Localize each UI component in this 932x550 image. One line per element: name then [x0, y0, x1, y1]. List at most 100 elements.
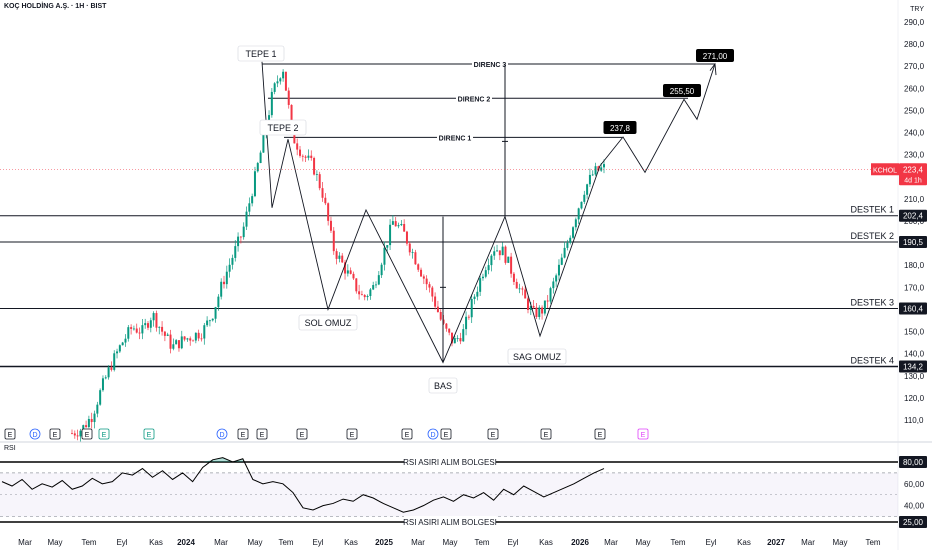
candle-body	[161, 326, 164, 332]
candle-body	[237, 236, 240, 247]
candle-body	[335, 251, 338, 259]
candle-body	[417, 264, 420, 270]
candle-body	[282, 71, 285, 79]
candle-body	[71, 433, 73, 435]
candle-body	[425, 278, 428, 285]
annotation-label: SOL OMUZ	[305, 318, 352, 328]
time-tick-label: May	[442, 538, 457, 547]
time-tick-label: Eyl	[116, 538, 127, 547]
candle-body	[555, 275, 558, 282]
rsi-band-value: 80,00	[903, 458, 924, 467]
candle-body	[169, 334, 172, 349]
candle-body	[490, 255, 493, 266]
earnings-marker	[143, 428, 155, 440]
candle-body	[504, 246, 507, 263]
candle-body	[155, 313, 158, 328]
head-shoulders-pattern	[261, 61, 601, 364]
candle-body	[192, 340, 195, 342]
candle-body	[431, 287, 434, 297]
target-tag	[603, 121, 637, 134]
rsi-tick-label: 40,00	[904, 502, 925, 511]
time-tick-label: Kas	[539, 538, 553, 547]
support-value-label: 190,5	[903, 238, 924, 247]
candle-body	[344, 262, 347, 274]
price-tick-label: 130,0	[904, 372, 925, 381]
candle-body	[107, 367, 110, 378]
price-tick-label: 210,0	[904, 195, 925, 204]
candle-body	[462, 329, 465, 342]
candle-body	[245, 211, 248, 227]
annotation-label: TEPE 2	[267, 123, 298, 133]
price-tick-label: 180,0	[904, 261, 925, 270]
annotation-label: SAG OMUZ	[513, 352, 562, 362]
earnings-marker	[487, 428, 499, 440]
candle-body	[248, 203, 251, 212]
support-value-tag	[899, 236, 927, 249]
candle-body	[422, 276, 425, 279]
candle-body	[327, 203, 330, 221]
candle-body	[527, 298, 529, 310]
candle-body	[341, 255, 344, 263]
projection-arrowhead	[709, 62, 717, 76]
support-value-label: 202,4	[903, 212, 924, 221]
candle-body	[380, 264, 383, 276]
candle-body	[228, 264, 231, 272]
time-axis-ticks: Mar May Tem Eyl Kas 2024 Mar May Tem Eyl Kas 2025 Ma…	[18, 538, 881, 547]
time-tick-label: Kas	[737, 538, 751, 547]
candle-body	[130, 327, 133, 329]
candle-body	[369, 289, 372, 297]
event-marker-label: E	[85, 432, 90, 439]
candle-body	[591, 174, 594, 176]
candle-body	[512, 273, 515, 282]
event-marker-label: E	[102, 432, 107, 439]
candle-body	[287, 90, 290, 105]
candle-body	[389, 224, 392, 246]
annotation-box	[259, 119, 307, 136]
candle-body	[175, 340, 178, 345]
candle-body	[445, 323, 448, 329]
candlesticks	[71, 69, 605, 442]
price-tick-label: 140,0	[904, 350, 925, 359]
candle-body	[600, 167, 603, 171]
resistance-levels: DIRENC 1 DIRENC 2 DIRENC 3 237,8 255,50 271,0…	[262, 49, 734, 143]
candle-body	[498, 250, 501, 256]
candle-body	[372, 285, 375, 290]
candle-body	[377, 275, 380, 285]
time-tick-label: May	[47, 538, 62, 547]
rsi-band-label: RSI ASIRI ALIM BOLGESI	[403, 518, 497, 527]
candle-body	[166, 334, 169, 336]
candle-body	[242, 226, 245, 238]
rsi-pane-title: RSI	[4, 445, 16, 452]
time-tick-label: Eyl	[507, 538, 518, 547]
candle-body	[501, 246, 504, 256]
candle-body	[217, 296, 220, 308]
event-marker-label: E	[544, 432, 549, 439]
candle-body	[270, 91, 273, 116]
price-tick-label: 120,0	[904, 394, 925, 403]
candle-body	[276, 81, 279, 84]
candle-body	[456, 338, 459, 339]
candle-body	[510, 256, 513, 274]
candle-body	[414, 252, 417, 265]
event-marker-label: E	[598, 432, 603, 439]
support-levels: DESTEK 1 202,4 DESTEK 2 190,5 DESTEK 3 160,4 D…	[0, 205, 927, 373]
candle-body	[451, 332, 453, 344]
candle-body	[200, 338, 203, 340]
earnings-marker	[49, 428, 61, 440]
dividend-marker	[427, 428, 439, 440]
candle-body	[476, 291, 479, 297]
time-tick-label: May	[247, 538, 262, 547]
earnings-marker	[440, 428, 452, 440]
candle-body	[318, 174, 321, 189]
price-tick-label: 150,0	[904, 328, 925, 337]
candle-body	[251, 196, 254, 204]
candle-body	[594, 166, 597, 175]
candle-body	[360, 294, 363, 296]
event-marker-label: D	[219, 432, 224, 439]
candle-body	[324, 197, 327, 204]
time-tick-label: May	[832, 538, 847, 547]
candle-body	[113, 353, 116, 370]
candle-body	[256, 163, 259, 172]
